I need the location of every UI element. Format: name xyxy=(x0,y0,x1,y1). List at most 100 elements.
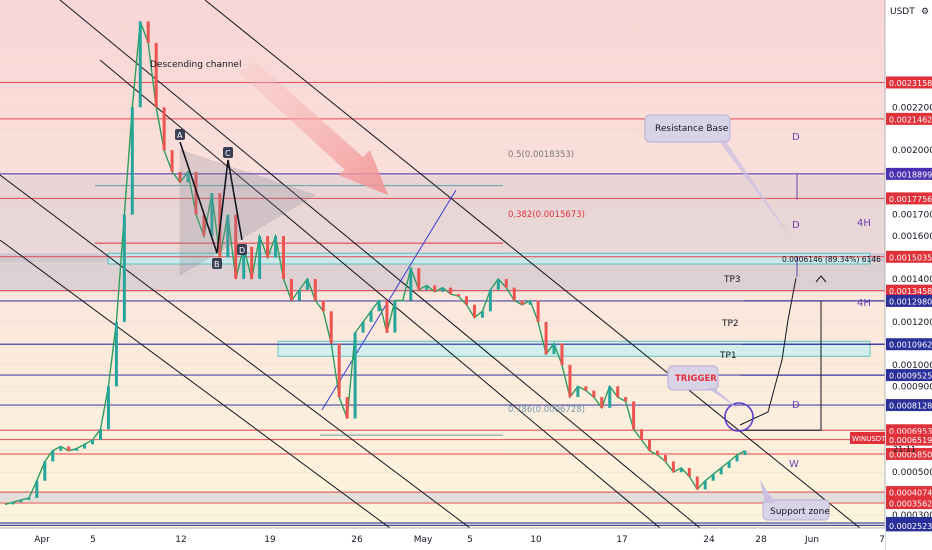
candle-5 xyxy=(43,461,47,481)
fib-05-label: 0.5(0.0018353) xyxy=(508,150,574,160)
trigger-label: TRIGGER xyxy=(675,374,717,384)
measure-arrowhead xyxy=(815,275,827,283)
projection-path xyxy=(739,277,797,426)
trigger-pointer xyxy=(708,388,740,410)
channel-layer xyxy=(0,0,861,529)
price-tag-bg-8 xyxy=(886,369,932,382)
candle-72 xyxy=(576,386,580,398)
candle-61 xyxy=(488,289,492,312)
candle-79 xyxy=(632,401,636,430)
badge-b-text: B xyxy=(214,260,220,269)
candle-34 xyxy=(274,236,278,258)
x-tick-label-6: 5 xyxy=(467,535,473,545)
candle-16 xyxy=(130,107,134,215)
price-tag-bg-0 xyxy=(886,76,932,89)
resistance-zone xyxy=(0,176,885,262)
tf-4h-label-b: 4H xyxy=(857,298,871,309)
candle-32 xyxy=(258,236,262,280)
x-tick-label-3: 19 xyxy=(264,535,276,545)
x-tick-label-7: 10 xyxy=(530,535,542,545)
y-tick-label-16: 0.0010000 xyxy=(892,361,932,371)
grid-layer xyxy=(0,21,885,516)
axis-settings-icon[interactable]: ⚙ xyxy=(921,7,929,17)
y-tick-label-23: 0.0003000 xyxy=(892,511,932,521)
d-label-1: D xyxy=(792,132,800,143)
candle-38 xyxy=(305,279,309,290)
badge-c xyxy=(223,147,233,158)
time-axis-bg[interactable] xyxy=(0,528,885,550)
price-axis-ticks: 0.0022000 0.0020000 0.0017000 0.0016000 0.00… xyxy=(892,103,932,521)
channel-line-1 xyxy=(99,59,661,529)
x-tick-label-0: Apr xyxy=(34,535,50,545)
candle-73 xyxy=(584,386,588,391)
candle-44 xyxy=(353,332,357,419)
y-tick-label-14: 0.0012000 xyxy=(892,318,932,328)
candle-25 xyxy=(202,214,206,237)
candle-64 xyxy=(512,287,516,301)
price-tag-bg-10 xyxy=(886,424,932,437)
candle-17 xyxy=(138,21,142,108)
resistance-base-box xyxy=(644,114,731,143)
y-tick-label-17: 0.0009000 xyxy=(892,382,932,392)
price-tag-text-10: 0.0006953 xyxy=(889,427,932,436)
candle-39 xyxy=(313,279,317,301)
tf-4h-label-a: 4H xyxy=(857,218,871,229)
candle-10 xyxy=(83,444,87,449)
tp3-label: TP3 xyxy=(723,275,741,285)
price-tags: 0.00231580.00214620.00188990.00177560.00… xyxy=(886,76,932,532)
x-tick-label-9: 24 xyxy=(703,535,715,545)
candle-13 xyxy=(106,386,110,430)
candle-77 xyxy=(616,386,620,398)
badge-a xyxy=(175,129,185,140)
candle-55 xyxy=(441,287,445,292)
candle-37 xyxy=(297,289,301,301)
candle-40 xyxy=(321,300,325,312)
d-label-3: D xyxy=(792,400,800,411)
x-tick-label-8: 17 xyxy=(616,535,627,545)
price-tag-bg-12 xyxy=(886,447,932,460)
badge-d xyxy=(237,244,247,255)
candle-70 xyxy=(560,343,564,365)
channel-line-0 xyxy=(59,0,701,529)
candle-60 xyxy=(480,311,484,318)
candle-89 xyxy=(711,474,715,481)
candle-83 xyxy=(663,455,667,462)
candle-87 xyxy=(695,476,699,490)
price-tag-text-11: 0.0006519 xyxy=(889,436,932,445)
trigger-circle xyxy=(724,402,754,432)
candle-75 xyxy=(600,397,604,408)
x-tick-label-5: May xyxy=(414,535,433,545)
zone-4h-upper xyxy=(107,252,871,265)
price-tag-bg-9 xyxy=(886,399,932,412)
badge-d-text: D xyxy=(239,246,245,255)
candle-2 xyxy=(19,500,23,503)
candle-91 xyxy=(727,461,731,468)
candle-52 xyxy=(417,268,421,290)
candle-57 xyxy=(457,294,461,297)
candle-45 xyxy=(361,321,365,333)
x-tick-label-1: 5 xyxy=(90,535,96,545)
support-zone-label: Support zone xyxy=(770,507,830,517)
candle-35 xyxy=(281,236,285,280)
candle-88 xyxy=(703,480,707,490)
badge-b xyxy=(212,258,222,269)
y-tick-label-6: 0.0020000 xyxy=(892,146,932,156)
candle-31 xyxy=(250,246,254,280)
price-tag-bg-1 xyxy=(886,112,932,125)
candle-6 xyxy=(51,450,55,462)
candle-30 xyxy=(242,246,246,280)
price-tag-text-12: 0.0005850 xyxy=(889,450,932,459)
candle-14 xyxy=(114,321,118,387)
candle-93 xyxy=(743,450,747,456)
descending-channel-label: Descending channel xyxy=(150,60,241,70)
price-tag-text-14: 0.0003562 xyxy=(889,500,932,509)
candle-8 xyxy=(67,446,71,451)
candle-58 xyxy=(465,296,469,305)
price-layer xyxy=(4,21,747,506)
candle-53 xyxy=(425,285,429,290)
y-tick-label-21: 0.0005000 xyxy=(892,468,932,478)
zones-layer xyxy=(0,176,885,503)
price-tag-text-16: 0.0002523 xyxy=(889,522,932,531)
